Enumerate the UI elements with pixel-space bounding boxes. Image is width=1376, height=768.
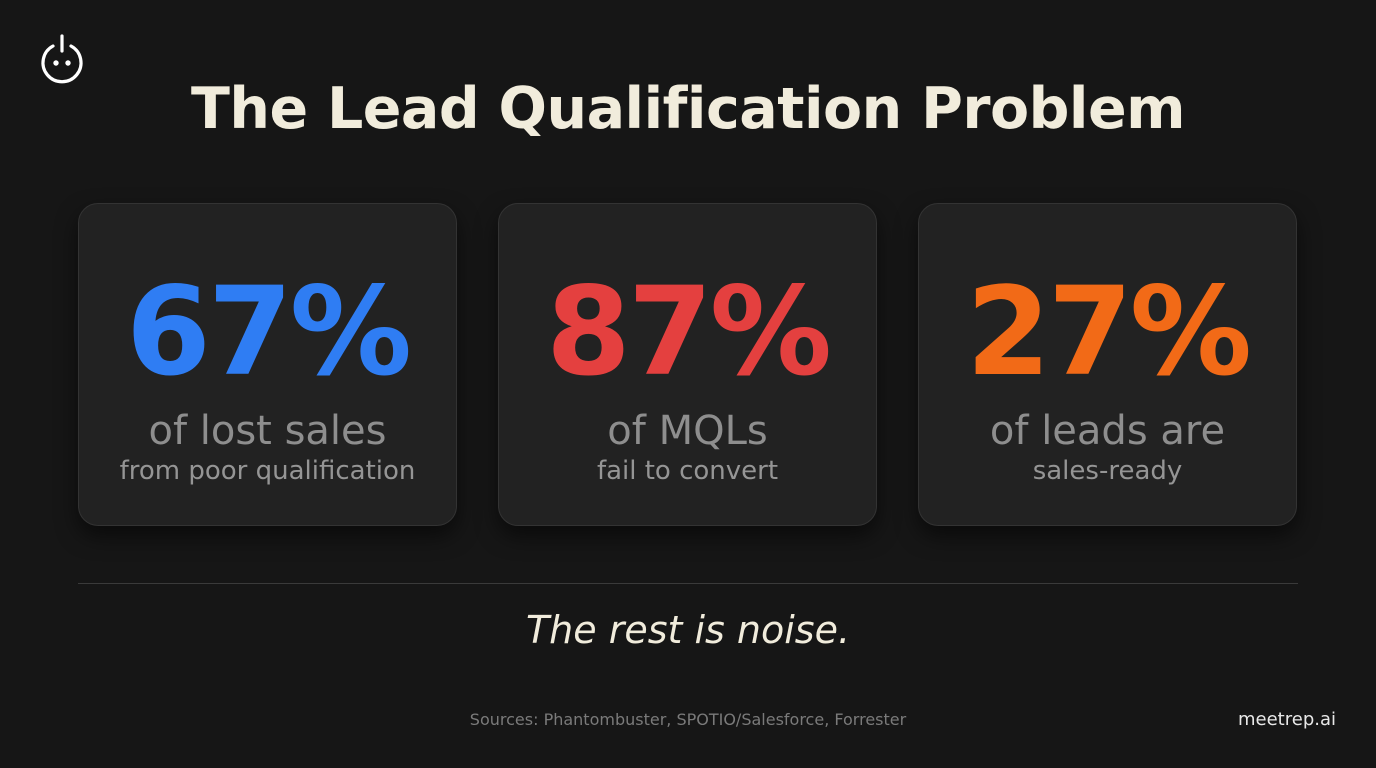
stat-label: of lost sales <box>148 408 387 454</box>
divider <box>78 583 1298 584</box>
stat-sublabel: fail to convert <box>596 456 779 486</box>
page-title: The Lead Qualification Problem <box>190 76 1186 142</box>
stat-value: 27% <box>965 261 1252 403</box>
stat-label: of leads are <box>989 408 1226 454</box>
stat-sublabel: from poor qualification <box>119 456 416 486</box>
stat-value: 87% <box>545 261 832 403</box>
brand-link[interactable]: meetrep.ai <box>1238 709 1336 730</box>
stat-card-sales-ready: 27% of leads are sales-ready <box>918 203 1297 526</box>
power-face-icon <box>41 34 83 84</box>
stat-label: of MQLs <box>607 408 768 454</box>
stat-card-mqls: 87% of MQLs fail to convert <box>498 203 877 526</box>
stat-sublabel: sales-ready <box>1032 456 1183 486</box>
stat-card-lost-sales: 67% of lost sales from poor qualificatio… <box>78 203 457 526</box>
sources-note: Sources: Phantombuster, SPOTIO/Salesforc… <box>469 710 907 729</box>
tagline: The rest is noise. <box>525 608 851 652</box>
stat-value: 67% <box>125 261 412 403</box>
